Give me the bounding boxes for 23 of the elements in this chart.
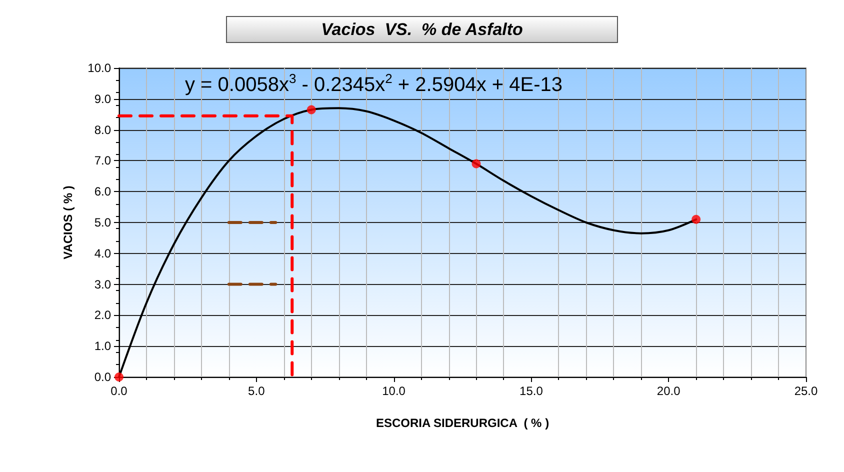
y-tick-label: 9.0 (94, 92, 112, 106)
y-tick-label: 4.0 (94, 246, 112, 260)
y-tick-label: 2.0 (94, 308, 112, 322)
y-tick-label: 10.0 (88, 61, 112, 75)
y-tick-label: 7.0 (94, 154, 112, 168)
point (692, 214, 701, 224)
x-tick-label: 25.0 (794, 384, 818, 398)
y-tick-label: 0.0 (94, 370, 112, 384)
y-tick-label: 3.0 (94, 277, 112, 292)
y-axis-title: VACIOS ( % ) (61, 186, 75, 260)
y-tick-label: 6.0 (94, 184, 112, 199)
point (472, 159, 481, 168)
x-tick-label: 15.0 (520, 384, 544, 398)
x-tick-label: 5.0 (248, 384, 266, 398)
y-tick-label: 8.0 (94, 122, 112, 137)
chart-title: Vacios VS. % de Asfalto (321, 20, 523, 39)
x-tick-label: 10.0 (382, 384, 406, 398)
y-tick-label: 5.0 (94, 216, 112, 230)
x-tick-label: 0.0 (110, 384, 128, 398)
point (306, 105, 316, 114)
x-tick-label: 20.0 (656, 384, 681, 398)
x-axis-title: ESCORIA SIDERURGICA ( % ) (376, 416, 550, 430)
y-tick-label: 1.0 (94, 339, 112, 354)
